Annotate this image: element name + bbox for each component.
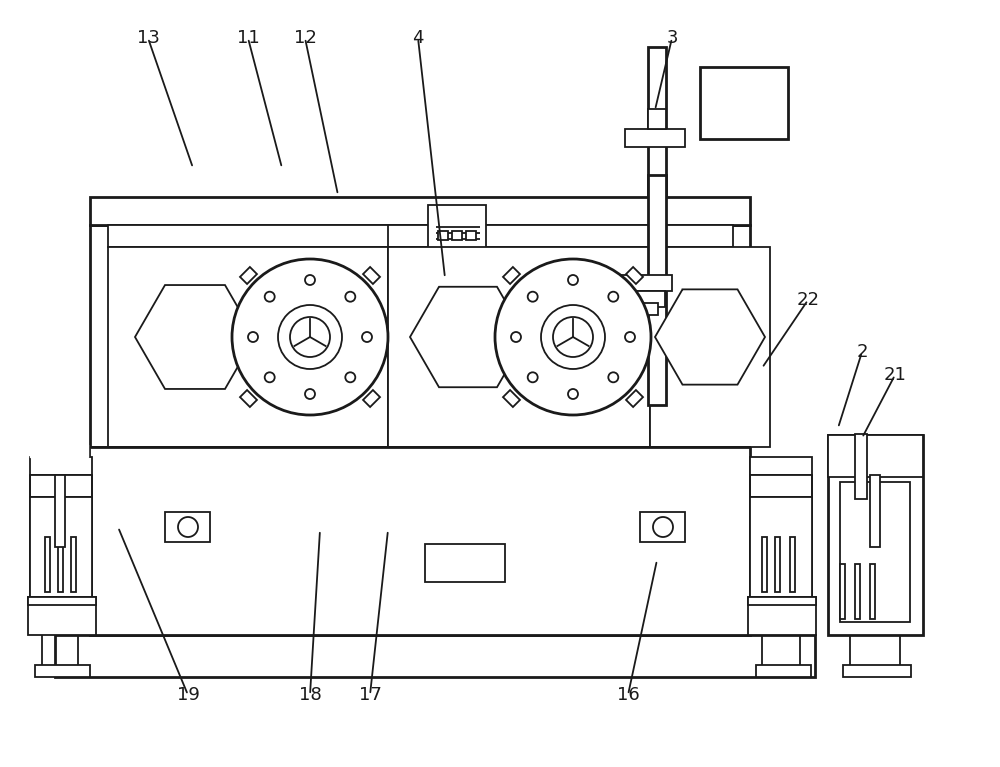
Circle shape — [278, 305, 342, 369]
Circle shape — [290, 317, 330, 357]
Circle shape — [232, 259, 388, 415]
Bar — [55, 635, 815, 677]
Bar — [750, 457, 812, 475]
Bar — [35, 665, 90, 677]
Bar — [425, 544, 505, 582]
Bar — [790, 537, 795, 592]
Polygon shape — [655, 289, 765, 384]
Polygon shape — [363, 267, 380, 284]
Text: 21: 21 — [884, 366, 906, 384]
Bar — [438, 231, 448, 240]
Circle shape — [553, 317, 593, 357]
Bar — [625, 291, 665, 307]
Bar — [165, 512, 210, 542]
Circle shape — [345, 372, 355, 382]
Bar — [828, 435, 923, 635]
Circle shape — [511, 332, 521, 342]
Polygon shape — [363, 390, 380, 407]
Polygon shape — [626, 390, 643, 407]
Circle shape — [625, 332, 635, 342]
Text: 17: 17 — [359, 686, 381, 704]
Circle shape — [248, 332, 258, 342]
Bar — [870, 564, 875, 619]
Circle shape — [495, 259, 651, 415]
Circle shape — [178, 517, 198, 537]
Polygon shape — [503, 390, 520, 407]
Text: 11: 11 — [237, 29, 259, 47]
Bar — [30, 457, 92, 475]
Bar — [756, 665, 811, 677]
Circle shape — [265, 372, 275, 382]
Bar — [748, 597, 816, 635]
Bar — [648, 175, 666, 405]
Bar — [55, 475, 65, 547]
Bar — [828, 435, 923, 477]
Bar — [640, 512, 685, 542]
Bar — [90, 225, 750, 635]
Text: 13: 13 — [137, 29, 159, 47]
Bar — [90, 447, 750, 635]
Text: 18: 18 — [299, 686, 321, 704]
Bar — [28, 597, 96, 635]
Bar — [620, 275, 672, 291]
Bar — [108, 225, 733, 247]
Bar — [700, 67, 788, 139]
Polygon shape — [240, 267, 257, 284]
Polygon shape — [30, 497, 92, 599]
Text: 22: 22 — [796, 291, 820, 309]
Bar — [748, 597, 816, 605]
Circle shape — [345, 291, 355, 301]
Text: 12: 12 — [294, 29, 316, 47]
Bar — [30, 475, 92, 497]
Bar — [648, 109, 666, 129]
Circle shape — [528, 372, 538, 382]
Circle shape — [265, 291, 275, 301]
Bar — [625, 129, 685, 147]
Polygon shape — [30, 445, 88, 457]
Text: 3: 3 — [666, 29, 678, 47]
Bar — [840, 564, 845, 619]
Bar — [855, 434, 867, 499]
Bar — [466, 231, 476, 240]
Bar — [45, 537, 50, 592]
Bar — [870, 475, 880, 547]
Text: 19: 19 — [177, 686, 199, 704]
Text: 2: 2 — [856, 343, 868, 361]
Bar — [90, 197, 750, 225]
Bar — [428, 205, 486, 249]
Bar — [58, 537, 63, 592]
Polygon shape — [410, 287, 526, 387]
Bar — [28, 597, 96, 605]
Bar — [775, 537, 780, 592]
Circle shape — [608, 291, 618, 301]
Circle shape — [653, 517, 673, 537]
Text: 4: 4 — [412, 29, 424, 47]
Bar — [388, 247, 650, 447]
Bar — [762, 537, 767, 592]
Circle shape — [362, 332, 372, 342]
Circle shape — [305, 389, 315, 399]
Bar — [648, 47, 666, 195]
Polygon shape — [503, 267, 520, 284]
Text: 16: 16 — [617, 686, 639, 704]
Polygon shape — [750, 497, 812, 599]
Bar — [71, 537, 76, 592]
Bar — [750, 475, 812, 497]
Polygon shape — [626, 267, 643, 284]
Circle shape — [541, 305, 605, 369]
Circle shape — [305, 275, 315, 285]
Polygon shape — [135, 285, 255, 389]
Bar — [650, 247, 770, 447]
Bar — [840, 482, 910, 622]
Polygon shape — [240, 390, 257, 407]
Bar — [452, 231, 462, 240]
Bar — [108, 247, 388, 447]
Circle shape — [608, 372, 618, 382]
Bar — [628, 303, 658, 315]
Circle shape — [568, 275, 578, 285]
Circle shape — [568, 389, 578, 399]
Bar — [855, 564, 860, 619]
Bar — [843, 665, 911, 677]
Circle shape — [528, 291, 538, 301]
